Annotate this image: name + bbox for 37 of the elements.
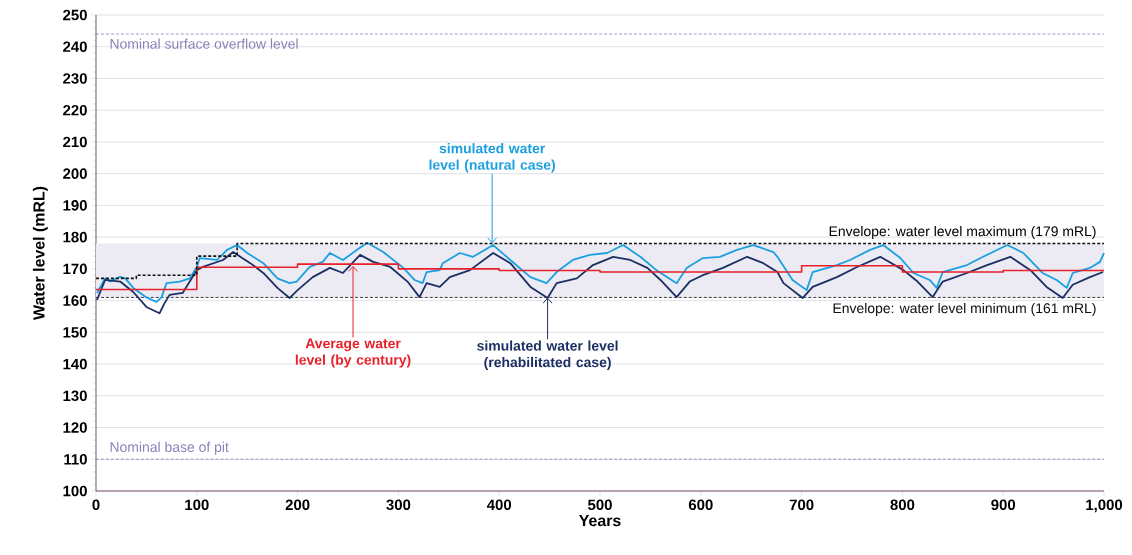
x-tick-label: 600 [688,499,713,511]
y-tick-label: 160 [63,295,87,306]
y-tick-label: 180 [63,231,87,243]
annotation: Average water level (by century) [295,338,411,368]
x-tick-label: 1,000 [1086,499,1123,513]
y-axis-title: Water level (mRL) [32,186,48,320]
x-tick-label: 300 [386,499,411,511]
y-tick-label: 130 [63,390,87,402]
annotation: simulated water level (rehabilitated case) [477,340,618,370]
x-tick-label: 100 [185,499,209,511]
annotation: Envelope: water level maximum (179 mRL) [829,226,1096,239]
y-tick-label: 230 [63,73,87,84]
y-tick-label: 250 [63,9,87,21]
x-tick-label: 800 [890,499,915,511]
x-tick-label: 900 [991,499,1016,511]
x-tick-label: 700 [789,499,814,511]
x-tick-label: 0 [92,499,100,511]
y-tick-label: 190 [63,200,87,211]
ref-line-label: Envelope: water level minimum (161 mRL) [833,302,1096,316]
x-tick-label: 400 [486,499,512,511]
y-tick-label: 100 [63,485,87,497]
y-tick-label: 240 [63,41,87,53]
line-series [96,251,1104,315]
x-axis-title: Years [579,515,621,527]
y-tick-label: 140 [63,358,87,370]
y-tick-label: 210 [63,136,87,148]
ref-line-label: Nominal surface overflow level [110,38,298,49]
y-tick-label: 110 [64,453,87,465]
y-tick-label: 150 [63,327,87,338]
x-tick-label: 200 [285,499,310,511]
annotation: simulated water level (natural case) [429,143,556,173]
ref-line-label: Nominal base of pit [110,441,229,455]
x-tick-label: 500 [587,499,612,511]
y-tick-label: 220 [63,104,87,116]
y-tick-label: 170 [63,263,87,275]
y-tick-label: 120 [63,422,87,433]
y-tick-label: 200 [63,168,87,179]
